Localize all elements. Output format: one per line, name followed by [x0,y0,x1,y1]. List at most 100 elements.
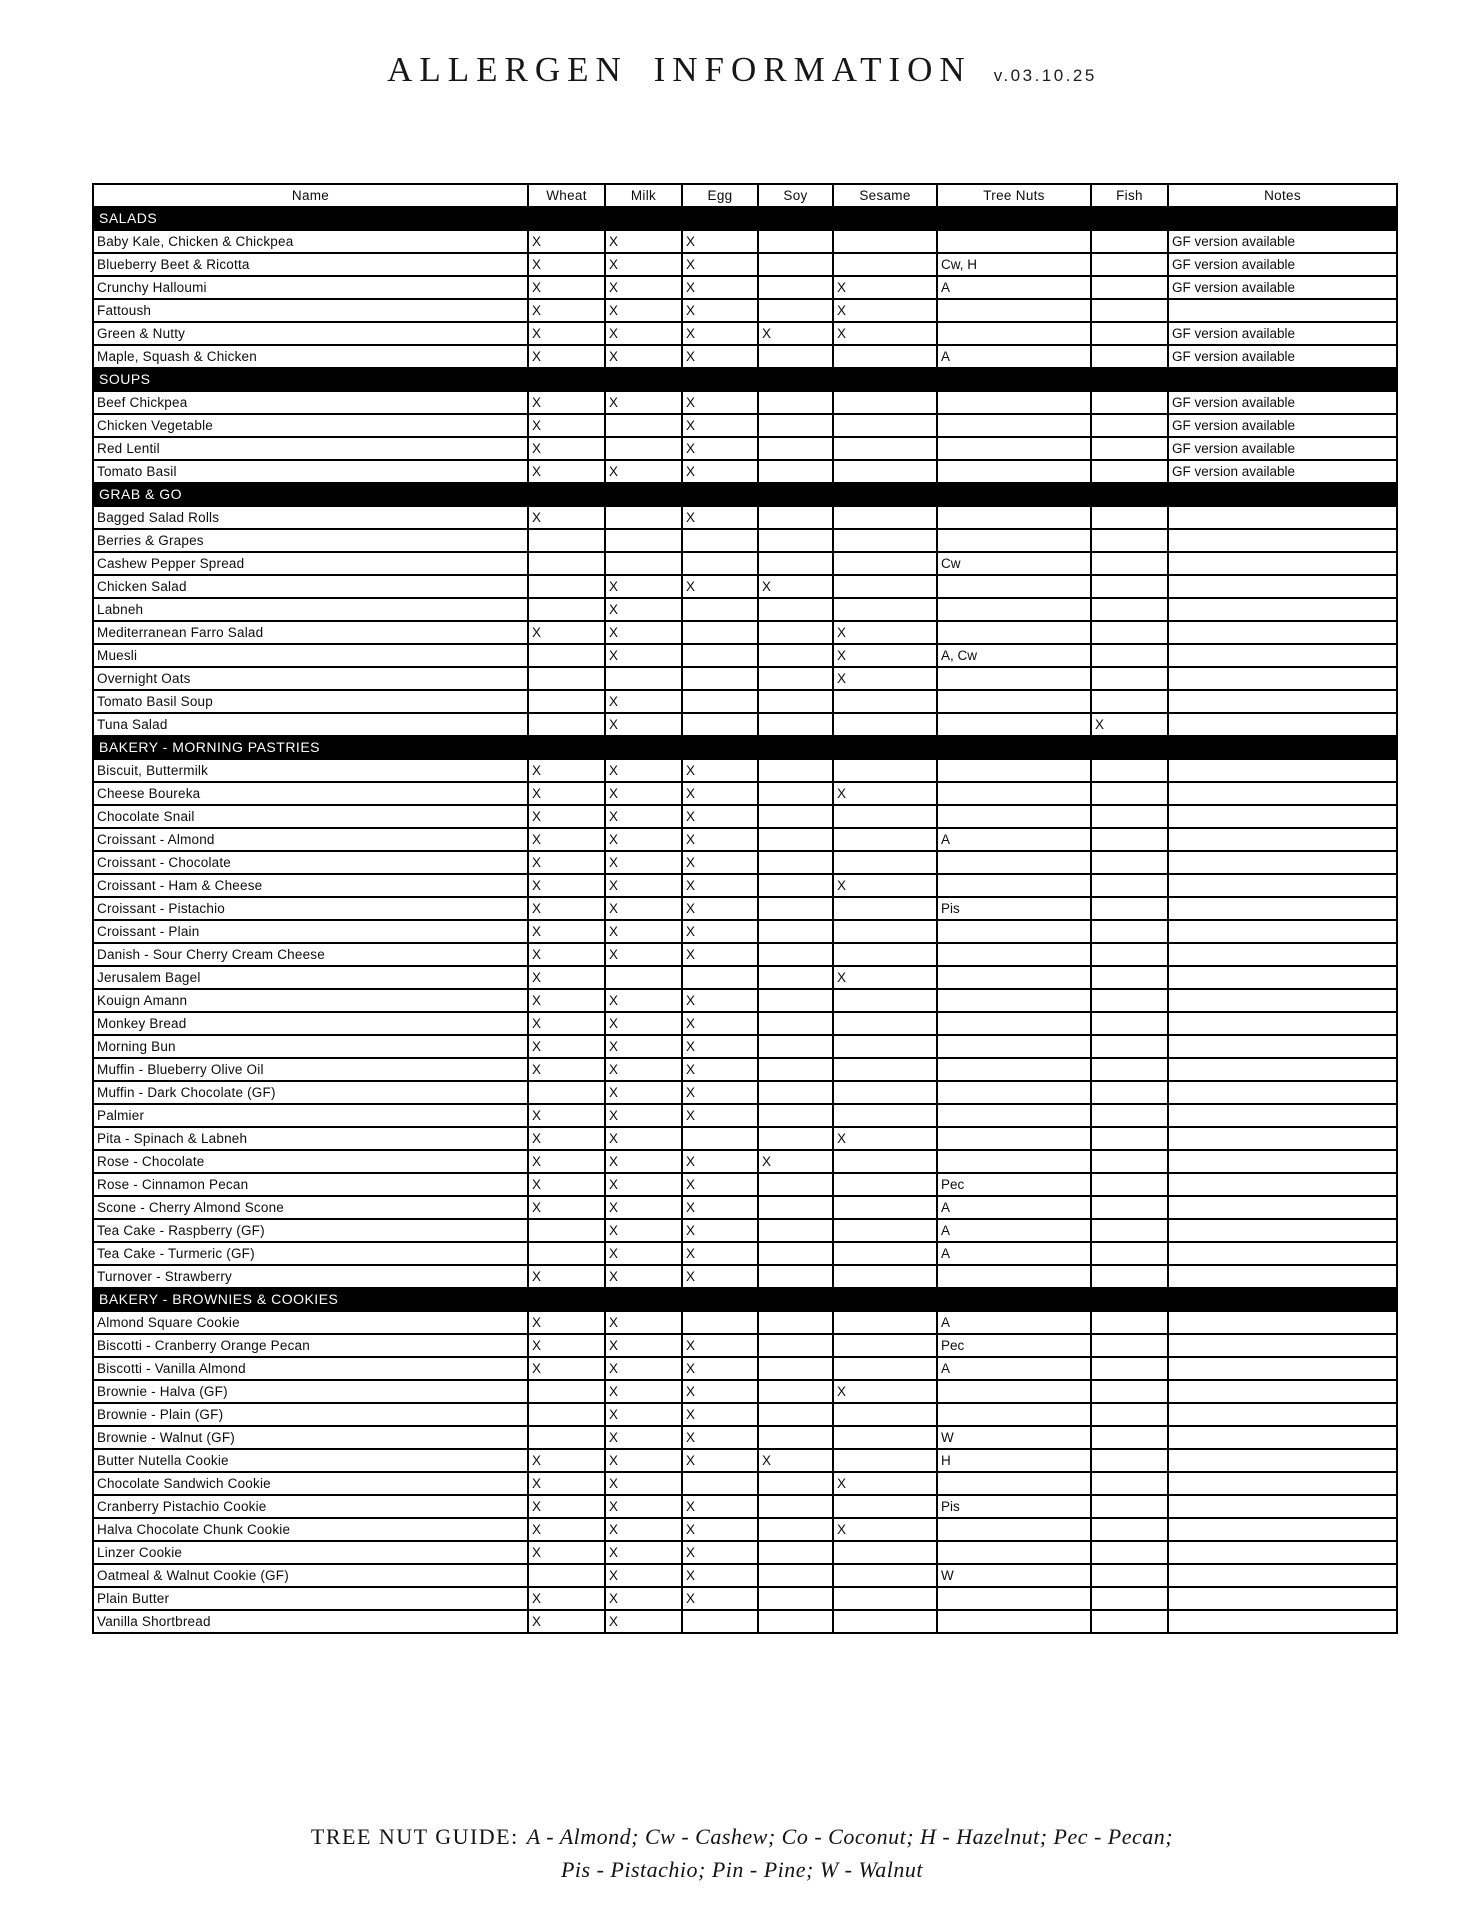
table-row: Morning Bun X X X [92,1034,1398,1059]
allergen-mark [757,1103,834,1128]
allergen-mark [1090,758,1169,783]
allergen-mark: X [527,1494,606,1519]
item-notes [1167,850,1398,875]
allergen-mark [936,1517,1092,1542]
item-notes [1167,1241,1398,1266]
item-name: Croissant - Chocolate [92,850,529,875]
allergen-mark [832,689,938,714]
item-name: Brownie - Plain (GF) [92,1402,529,1427]
allergen-mark [832,896,938,921]
allergen-mark: X [681,1011,759,1036]
allergen-mark: X [681,1586,759,1611]
allergen-mark [757,758,834,783]
section-label: BAKERY - MORNING PASTRIES [92,735,1398,760]
item-name: Butter Nutella Cookie [92,1448,529,1473]
allergen-mark: X [604,1448,683,1473]
allergen-mark [1090,252,1169,277]
allergen-mark: X [681,850,759,875]
allergen-mark [527,643,606,668]
allergen-mark: X [681,298,759,323]
allergen-mark [1090,1356,1169,1381]
item-notes [1167,1609,1398,1634]
section-header-row: SALADS [92,206,1398,231]
allergen-mark [832,574,938,599]
allergen-mark [1090,896,1169,921]
item-name: Tea Cake - Raspberry (GF) [92,1218,529,1243]
allergen-mark: X [681,1149,759,1174]
allergen-mark [1090,275,1169,300]
allergen-mark [936,1379,1092,1404]
allergen-mark [757,873,834,898]
allergen-mark [832,229,938,254]
allergen-mark: X [681,827,759,852]
allergen-mark [832,505,938,530]
allergen-mark [757,1011,834,1036]
item-name: Berries & Grapes [92,528,529,553]
allergen-mark: X [681,1425,759,1450]
allergen-mark: X [681,344,759,369]
allergen-mark [936,1057,1092,1082]
allergen-mark [832,758,938,783]
allergen-mark [757,1563,834,1588]
allergen-mark: Cw [936,551,1092,576]
allergen-mark [936,781,1092,806]
allergen-mark: X [527,758,606,783]
item-name: Rose - Cinnamon Pecan [92,1172,529,1197]
item-name: Biscotti - Cranberry Orange Pecan [92,1333,529,1358]
table-row: Biscuit, Buttermilk X X X [92,758,1398,783]
allergen-mark [832,597,938,622]
item-notes [1167,1517,1398,1542]
item-notes [1167,1080,1398,1105]
table-row: Tomato Basil X X X GF version available [92,459,1398,484]
allergen-mark: X [681,1517,759,1542]
item-name: Croissant - Pistachio [92,896,529,921]
allergen-mark: X [1090,712,1169,737]
allergen-mark: X [527,1517,606,1542]
table-row: Tomato Basil Soup X [92,689,1398,714]
allergen-mark [936,1264,1092,1289]
table-row: Mediterranean Farro Salad X X X [92,620,1398,645]
allergen-mark: X [604,1379,683,1404]
allergen-mark [757,1333,834,1358]
allergen-mark [832,827,938,852]
section-header-row: BAKERY - MORNING PASTRIES [92,735,1398,760]
allergen-mark [757,252,834,277]
allergen-mark [1090,689,1169,714]
table-row: Oatmeal & Walnut Cookie (GF) X X W [92,1563,1398,1588]
allergen-mark [936,873,1092,898]
allergen-mark [757,390,834,415]
table-row: Overnight Oats X [92,666,1398,691]
allergen-mark [1090,1264,1169,1289]
allergen-mark: A, Cw [936,643,1092,668]
allergen-mark: X [681,1379,759,1404]
tree-nut-guide-line-1: TREE NUT GUIDE: A - Almond; Cw - Cashew; … [0,1820,1484,1853]
allergen-mark: X [604,1195,683,1220]
item-name: Beef Chickpea [92,390,529,415]
allergen-mark [527,597,606,622]
item-notes: GF version available [1167,321,1398,346]
allergen-mark: X [527,1172,606,1197]
item-name: Tomato Basil Soup [92,689,529,714]
allergen-mark [936,459,1092,484]
allergen-mark [757,505,834,530]
item-notes [1167,781,1398,806]
allergen-mark [832,1402,938,1427]
allergen-mark [1090,1563,1169,1588]
allergen-mark: X [681,1195,759,1220]
table-row: Muffin - Blueberry Olive Oil X X X [92,1057,1398,1082]
allergen-mark: X [681,229,759,254]
allergen-mark [1090,1540,1169,1565]
allergen-mark [757,666,834,691]
allergen-mark [681,643,759,668]
item-name: Turnover - Strawberry [92,1264,529,1289]
allergen-mark [1090,1011,1169,1036]
item-notes [1167,1034,1398,1059]
allergen-mark [1090,1080,1169,1105]
allergen-mark: X [604,344,683,369]
allergen-mark [757,1172,834,1197]
allergen-mark: X [832,1126,938,1151]
allergen-mark: Pis [936,896,1092,921]
allergen-mark [832,1425,938,1450]
item-notes [1167,1195,1398,1220]
table-row: Turnover - Strawberry X X X [92,1264,1398,1289]
